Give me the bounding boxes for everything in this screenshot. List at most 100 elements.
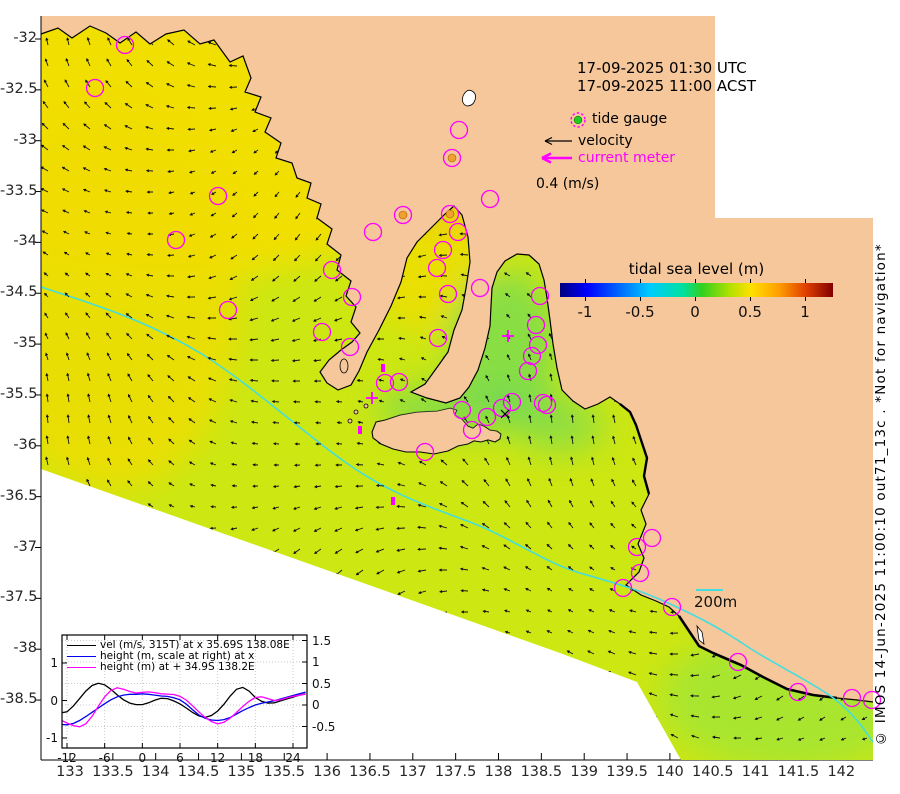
- colorbar-tick-label: 1: [800, 303, 810, 321]
- velocity-arrow-icon: [544, 136, 572, 146]
- inset-ticks: [62, 635, 307, 748]
- inset-series-line: [62, 687, 306, 728]
- inset-grid: [62, 635, 307, 748]
- tide-gauge-marker: [440, 204, 460, 224]
- tide-gauge-marker: [312, 322, 332, 342]
- timestamp-utc: 17-09-2025 01:30 UTC: [577, 59, 747, 77]
- current-meter-arrow-icon: [541, 152, 572, 164]
- tide-gauge-marker: [166, 230, 186, 250]
- inset-right-tick-label: -0.5: [312, 719, 336, 734]
- colorbar-tick: [640, 297, 641, 301]
- inset-x-tick-label: 24: [285, 751, 301, 765]
- inset-curves: [62, 682, 306, 728]
- tide-gauge-marker: [613, 578, 633, 598]
- tide-gauge-marker: [85, 78, 105, 98]
- tide-gauge-marker: [662, 597, 682, 617]
- tide-gauge-marker: [728, 652, 748, 672]
- tide-gauge-marker: [462, 420, 482, 440]
- x-tick-label: 141.5: [777, 764, 820, 780]
- inset-legend-row-vel: vel (m/s, 315T) at x 35.69S 138.08E: [67, 639, 290, 651]
- colorbar: [560, 283, 833, 297]
- tide-gauge-marker: [438, 284, 458, 304]
- tide-gauge-markers: [85, 35, 882, 710]
- steep-coast: [619, 403, 651, 495]
- colorbar-tick: [640, 279, 641, 283]
- colorbar-tick: [585, 279, 586, 283]
- inset-legend-row-height-x: height (m, scale at right) at x: [67, 650, 254, 662]
- tide-gauge-marker: [477, 407, 497, 427]
- tide-gauge-marker: [115, 35, 135, 55]
- inset-plot-frame: [61, 634, 308, 749]
- current-meter-plus-marker: [502, 330, 514, 342]
- x-tick-label: 140: [656, 764, 684, 780]
- x-tick-label: 136: [313, 764, 341, 780]
- x-tick-label: 134.5: [177, 764, 220, 780]
- y-tick-label: -35: [13, 335, 37, 352]
- tide-gauge-marker: [363, 222, 383, 242]
- tide-gauge-marker: [393, 205, 413, 225]
- tide-gauge-marker: [526, 315, 546, 335]
- x-tick-label: 140.5: [691, 764, 734, 780]
- current-meter-marker: [358, 426, 362, 434]
- tide-gauge-icon: [570, 112, 586, 128]
- y-tick-label: -38.5: [0, 691, 38, 708]
- inset-x-tick-label: 0: [138, 751, 147, 765]
- y-tick-label: -32.5: [0, 80, 38, 97]
- y-tick-label: -32: [13, 30, 37, 46]
- tide-gauge-marker: [208, 186, 228, 206]
- colorbar-tick: [805, 297, 806, 301]
- y-tick-label: -34: [13, 233, 37, 250]
- current-meter-plus-marker: [366, 392, 378, 404]
- tide-gauge-marker: [452, 400, 472, 420]
- tide-gauge-marker: [428, 328, 448, 348]
- tide-gauge-marker: [449, 120, 469, 140]
- tide-gauge-marker: [842, 688, 862, 708]
- y-tick-label: -34.5: [0, 284, 38, 301]
- tide-gauge-marker: [375, 373, 395, 393]
- inset-x-tick-label: 12: [210, 751, 226, 765]
- velocity-scale-label: 0.4 (m/s): [536, 176, 600, 192]
- inset-left-tick-label: 0: [50, 693, 58, 708]
- colorbar-tick: [750, 279, 751, 283]
- inset-legend-height-x-label: height (m, scale at right) at x: [100, 650, 255, 662]
- left-axis-ticks: [35, 38, 41, 701]
- height-x-line-swatch: [67, 655, 96, 657]
- tide-gauge-marker: [642, 528, 662, 548]
- inset-x-tick-label: 18: [247, 751, 263, 765]
- y-tick-label: -38: [13, 640, 37, 657]
- colorbar-tick: [695, 279, 696, 283]
- tide-gauge-marker: [537, 395, 557, 415]
- inset-left-tick-label: 1: [50, 656, 58, 670]
- colorbar-tick: [805, 279, 806, 283]
- colorbar-title: tidal sea level (m): [628, 260, 765, 278]
- isobath-200m-contour: [40, 286, 874, 743]
- legend-velocity-label: velocity: [578, 133, 633, 149]
- inset-legend-vel-label: vel (m/s, 315T) at x 35.69S 138.08E: [100, 639, 290, 651]
- inset-x-tick-label: -12: [57, 751, 77, 765]
- x-tick-label: 137: [398, 764, 427, 780]
- timestamp-acst: 17-09-2025 11:00 ACST: [577, 77, 757, 95]
- tide-gauge-marker: [862, 690, 882, 710]
- x-tick-label: 136.5: [349, 764, 391, 780]
- tide-gauge-marker: [218, 300, 238, 320]
- inset-right-tick-label: 0.5: [312, 676, 332, 691]
- current-meter-marker: [381, 364, 385, 372]
- y-tick-label: -37: [13, 538, 37, 555]
- x-tick-label: 138: [484, 764, 513, 780]
- inset-legend-row-height-plus: height (m) at + 34.9S 138.2E: [67, 661, 255, 673]
- legend-current-meter-label: current meter: [578, 150, 676, 166]
- tide-gauge-marker: [530, 286, 550, 306]
- isobath-scale-label: 200m: [694, 593, 738, 611]
- x-tick-label: 134: [141, 764, 170, 780]
- height-plus-line-swatch: [67, 666, 96, 668]
- x-tick-label: 138.5: [520, 764, 563, 780]
- tide-gauge-dot-icon: [573, 115, 583, 125]
- y-tick-label: -33: [13, 131, 37, 148]
- tide-gauge-marker: [433, 240, 453, 260]
- y-tick-label: -37.5: [0, 589, 38, 606]
- tide-gauge-marker: [427, 258, 447, 278]
- y-tick-label: -36.5: [0, 487, 38, 504]
- x-tick-label: 142: [827, 764, 856, 780]
